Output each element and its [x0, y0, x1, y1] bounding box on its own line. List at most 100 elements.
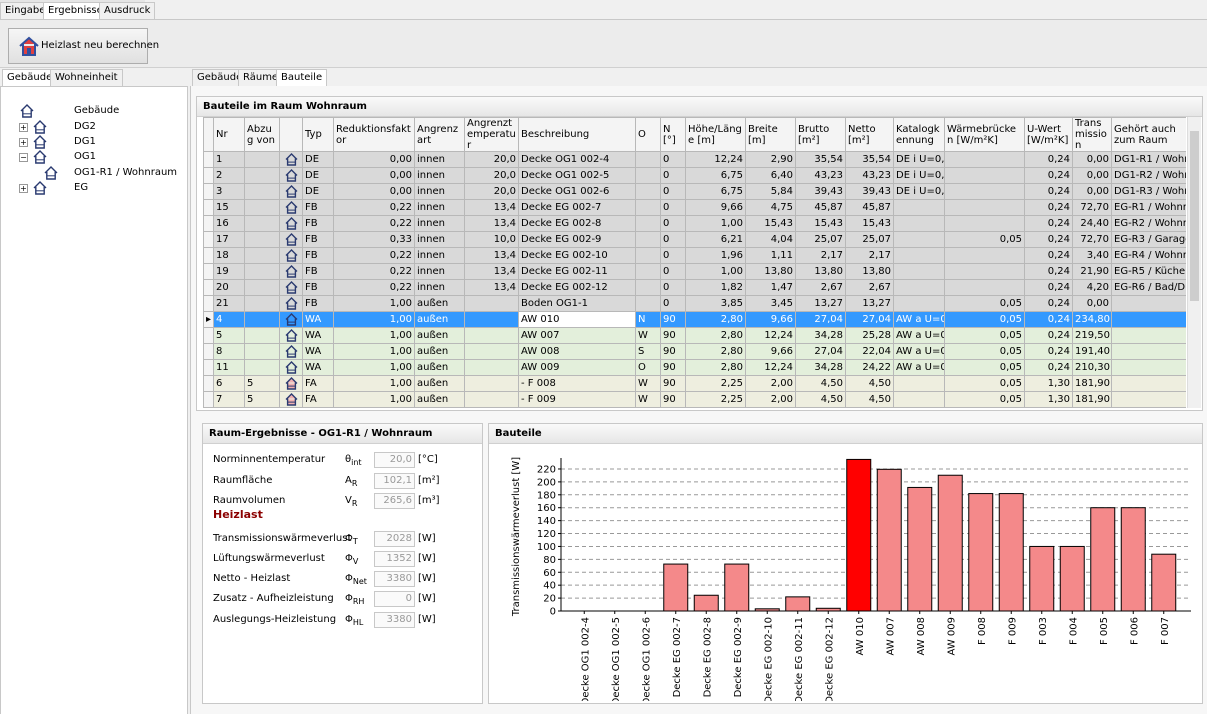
table-cell[interactable]	[893, 199, 945, 216]
table-cell[interactable]: Decke EG 002-7	[518, 199, 636, 216]
table-cell[interactable]: 25,07	[795, 231, 846, 248]
table-cell[interactable]: Decke OG1 002-5	[518, 167, 636, 184]
column-header[interactable]: Transmission	[1072, 117, 1112, 152]
table-cell[interactable]: FB	[302, 247, 334, 264]
table-cell[interactable]: FA	[302, 391, 334, 408]
table-cell[interactable]: 5	[213, 327, 245, 344]
table-row[interactable]: 15 FB 0,22 innen 13,4 Decke EG 002-7 0 9,66 4,75…	[203, 199, 1186, 216]
table-cell[interactable]	[1111, 343, 1186, 360]
table-cell[interactable]: 13,80	[795, 263, 846, 280]
table-cell[interactable]: 2,90	[745, 151, 796, 168]
table-cell[interactable]: 5,84	[745, 183, 796, 200]
table-cell[interactable]: 2,80	[685, 311, 746, 328]
table-cell[interactable]: innen	[414, 279, 465, 296]
table-cell[interactable]: außen	[414, 359, 465, 376]
table-cell[interactable]	[244, 199, 280, 216]
table-cell[interactable]: 4,75	[745, 199, 796, 216]
table-cell[interactable]	[244, 343, 280, 360]
table-cell[interactable]: 34,28	[795, 327, 846, 344]
table-cell[interactable]: FB	[302, 199, 334, 216]
table-cell[interactable]: 15,43	[745, 215, 796, 232]
table-cell[interactable]: 16	[213, 215, 245, 232]
table-cell[interactable]: 0,00	[1072, 183, 1112, 200]
table-row[interactable]: 8 WA 1,00 außen AW 008 S 90 2,80 9,66 27,04 22,04 A…	[203, 343, 1186, 360]
table-cell[interactable]	[944, 183, 1025, 200]
table-cell[interactable]: 2,25	[685, 375, 746, 392]
left-tab[interactable]: Gebäude	[2, 69, 58, 86]
table-cell[interactable]	[944, 247, 1025, 264]
table-cell[interactable]	[944, 215, 1025, 232]
table-cell[interactable]: 0,24	[1024, 295, 1073, 312]
table-cell[interactable]: 9,66	[745, 311, 796, 328]
table-cell[interactable]: 6,75	[685, 183, 746, 200]
table-cell[interactable]: 0,05	[944, 311, 1025, 328]
table-cell[interactable]: 4,50	[845, 375, 894, 392]
table-cell[interactable]	[1111, 391, 1186, 408]
left-tab[interactable]: Wohneinheit	[50, 69, 123, 86]
table-cell[interactable]: 2,67	[795, 279, 846, 296]
table-cell[interactable]: 1,00	[333, 359, 415, 376]
table-cell[interactable]	[244, 327, 280, 344]
table-cell[interactable]: AW 008	[518, 343, 636, 360]
table-cell[interactable]: 2,80	[685, 327, 746, 344]
table-cell[interactable]: 1,82	[685, 279, 746, 296]
table-cell[interactable]: 0,24	[1024, 151, 1073, 168]
table-cell[interactable]	[244, 311, 280, 328]
table-cell[interactable]: 0,24	[1024, 231, 1073, 248]
table-cell[interactable]: 90	[660, 311, 686, 328]
table-cell[interactable]	[944, 151, 1025, 168]
scrollbar-thumb[interactable]	[1190, 131, 1199, 301]
table-cell[interactable]: 25,28	[845, 327, 894, 344]
table-cell[interactable]: 0,24	[1024, 359, 1073, 376]
table-cell[interactable]: 0,24	[1024, 247, 1073, 264]
table-cell[interactable]: 4,04	[745, 231, 796, 248]
table-cell[interactable]: 191,40	[1072, 343, 1112, 360]
table-cell[interactable]: 5	[244, 391, 280, 408]
table-row[interactable]: 2 DE 0,00 innen 20,0 Decke OG1 002-5 0 6,75 6,40…	[203, 167, 1186, 184]
table-cell[interactable]: 2,17	[795, 247, 846, 264]
tree-node-label[interactable]: EG	[74, 182, 89, 193]
table-cell[interactable]: EG-R6 / Bad/Dusc	[1111, 279, 1186, 296]
table-cell[interactable]: 1,00	[333, 295, 415, 312]
table-cell[interactable]: 27,04	[795, 343, 846, 360]
tree-node-label[interactable]: Gebäude	[74, 105, 120, 116]
table-cell[interactable]: S	[635, 343, 661, 360]
table-cell[interactable]: 0	[660, 295, 686, 312]
table-cell[interactable]: - F 008	[518, 375, 636, 392]
table-cell[interactable]: 13,4	[464, 199, 519, 216]
table-cell[interactable]: 3	[213, 183, 245, 200]
table-row[interactable]: 7 5 FA 1,00 außen - F 009 W 90 2,25 2,00 4,50 4,50 0…	[203, 391, 1186, 408]
column-header[interactable]: Höhe/Länge [m]	[685, 117, 746, 152]
table-cell[interactable]: 1,00	[333, 391, 415, 408]
table-cell[interactable]	[244, 279, 280, 296]
table-cell[interactable]: 20,0	[464, 151, 519, 168]
table-cell[interactable]: 0,33	[333, 231, 415, 248]
column-header[interactable]: Nr	[213, 117, 245, 152]
table-cell[interactable]: 43,23	[795, 167, 846, 184]
table-cell[interactable]: 15,43	[845, 215, 894, 232]
table-cell[interactable]: 0,00	[1072, 295, 1112, 312]
table-cell[interactable]: WA	[302, 311, 334, 328]
table-cell[interactable]: 1,47	[745, 279, 796, 296]
table-row[interactable]: 11 WA 1,00 außen AW 009 O 90 2,80 12,24 34,28 24,2…	[203, 359, 1186, 376]
table-cell[interactable]	[635, 279, 661, 296]
table-cell[interactable]: 13,80	[745, 263, 796, 280]
table-cell[interactable]	[635, 215, 661, 232]
table-cell[interactable]	[893, 279, 945, 296]
table-cell[interactable]: 0,24	[1024, 183, 1073, 200]
table-cell[interactable]: 21	[213, 295, 245, 312]
table-row[interactable]: 21 FB 1,00 außen Boden OG1-1 0 3,85 3,45 13,27 13…	[203, 295, 1186, 312]
table-cell[interactable]: 1,30	[1024, 375, 1073, 392]
table-cell[interactable]: 12,24	[685, 151, 746, 168]
table-cell[interactable]: 90	[660, 359, 686, 376]
table-row[interactable]: ▸ 4 WA 1,00 außen AW 010 N 90 2,80 9,66 27,04 27,04…	[203, 311, 1186, 328]
scrollbar[interactable]	[1187, 117, 1201, 408]
column-header[interactable]: Katalogkennung	[893, 117, 945, 152]
table-cell[interactable]: 24,40	[1072, 215, 1112, 232]
table-row[interactable]: 16 FB 0,22 innen 13,4 Decke EG 002-8 0 1,00 15,4…	[203, 215, 1186, 232]
table-cell[interactable]: 4,50	[845, 391, 894, 408]
table-cell[interactable]: WA	[302, 359, 334, 376]
table-cell[interactable]: EG-R4 / Wohnrau	[1111, 247, 1186, 264]
table-cell[interactable]	[244, 295, 280, 312]
table-cell[interactable]: EG-R3 / Garage	[1111, 231, 1186, 248]
